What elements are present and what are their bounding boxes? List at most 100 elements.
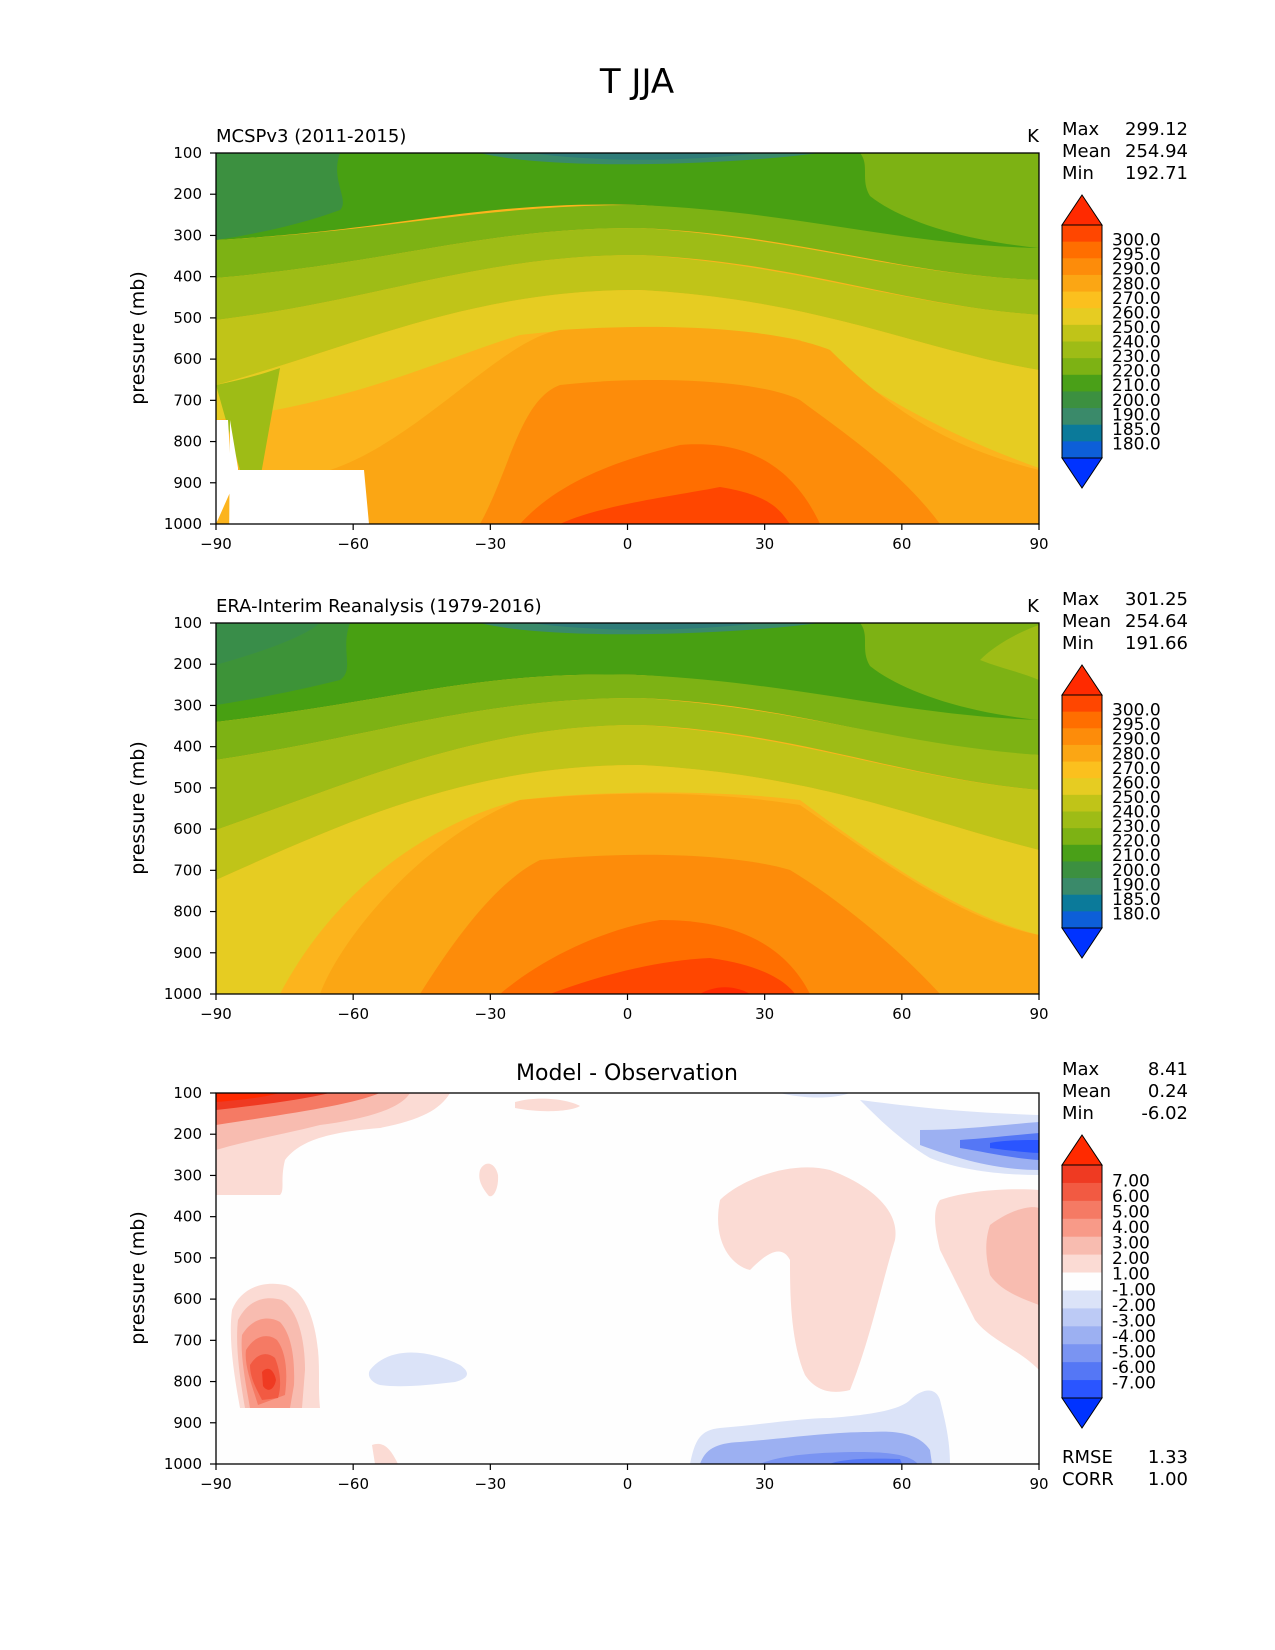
colorbar-label: 3.00	[1112, 1234, 1150, 1254]
x-tick-label: −30	[475, 1475, 507, 1493]
stat-value: 301.25	[1125, 589, 1188, 610]
colorbar-label: -5.00	[1112, 1342, 1156, 1362]
colorbar-label: 300.0	[1112, 231, 1161, 251]
colorbar-segment	[1062, 308, 1102, 326]
colorbar-segment	[1062, 744, 1102, 763]
stat-label: Max	[1062, 1059, 1100, 1080]
y-tick-label: 900	[173, 944, 202, 962]
stat-value: 254.64	[1125, 611, 1188, 632]
colorbar-segment	[1062, 241, 1102, 259]
colorbar-segment	[1062, 828, 1102, 846]
colorbar-segment	[1062, 894, 1102, 912]
stat-value: 1.00	[1148, 1469, 1188, 1490]
colorbar-label: -1.00	[1112, 1280, 1156, 1300]
panel-model-colorbar: 300.0295.0290.0280.0270.0260.0250.0240.0…	[1061, 194, 1161, 489]
stat-value: 299.12	[1125, 119, 1188, 140]
y-tick-label: 600	[173, 820, 202, 838]
panel-model: MCSPv3 (2011-2015) K	[127, 119, 1188, 553]
panel-diff-title: Model - Observation	[516, 1061, 738, 1086]
colorbar-label: 220.0	[1112, 832, 1161, 852]
colorbar-segment	[1062, 374, 1102, 392]
x-tick-label: 0	[623, 1475, 633, 1493]
colorbar-extend-bottom	[1061, 457, 1103, 489]
colorbar-label: 260.0	[1112, 773, 1161, 793]
colorbar-segment	[1062, 1308, 1102, 1327]
stat-label: Max	[1062, 119, 1100, 140]
y-tick-label: 100	[173, 614, 202, 632]
colorbar-segment	[1062, 1218, 1102, 1238]
colorbar-label: -2.00	[1112, 1296, 1156, 1316]
stat-label: Mean	[1062, 141, 1111, 162]
panel-model-units: K	[1027, 126, 1040, 147]
y-tick-label: 1000	[164, 1455, 202, 1473]
x-tick-label: −30	[475, 1005, 507, 1023]
x-tick-label: −30	[475, 535, 507, 553]
colorbar-label: -3.00	[1112, 1311, 1156, 1331]
colorbar-label: 290.0	[1112, 260, 1161, 280]
colorbar-label: 185.0	[1112, 890, 1161, 910]
x-tick-label: −60	[337, 1475, 369, 1493]
colorbar-label: 7.00	[1112, 1172, 1150, 1192]
panel-model-ticks: −90 −60 −30 0 30 60 90 100 200 300 400 500 600 700 800…	[164, 144, 1049, 553]
colorbar-label: 260.0	[1112, 303, 1161, 323]
colorbar-label: 1.00	[1112, 1265, 1150, 1285]
colorbar-label: 270.0	[1112, 289, 1161, 309]
panel-model-contours	[216, 153, 1039, 524]
colorbar-segment	[1062, 778, 1102, 796]
colorbar-segment	[1062, 225, 1102, 243]
panel-diff: Model - Observation	[127, 1059, 1188, 1493]
x-tick-label: 30	[755, 1005, 774, 1023]
colorbar-label: 250.0	[1112, 318, 1161, 338]
y-tick-label: 500	[173, 779, 202, 797]
x-tick-label: −60	[337, 1005, 369, 1023]
panel-model-title: MCSPv3 (2011-2015)	[216, 126, 406, 147]
y-tick-label: 800	[173, 1373, 202, 1391]
x-tick-label: −90	[200, 1475, 232, 1493]
colorbar-label: 200.0	[1112, 861, 1161, 881]
colorbar-extend-bottom	[1061, 1397, 1103, 1429]
colorbar-label: 295.0	[1112, 245, 1161, 265]
panel-obs-ylabel: pressure (mb)	[127, 741, 149, 875]
y-tick-label: 700	[173, 861, 202, 879]
colorbar-label: 210.0	[1112, 846, 1161, 866]
colorbar-extend-top	[1061, 1134, 1103, 1166]
colorbar-label: -4.00	[1112, 1327, 1156, 1347]
stat-label: Mean	[1062, 611, 1111, 632]
colorbar-segment	[1062, 794, 1102, 812]
y-tick-label: 800	[173, 903, 202, 921]
y-tick-label: 1000	[164, 515, 202, 533]
colorbar-frame	[1061, 224, 1103, 459]
colorbar-label: 210.0	[1112, 376, 1161, 396]
colorbar-segment	[1062, 408, 1102, 426]
colorbar-segment	[1062, 711, 1102, 729]
figure-title: T JJA	[599, 62, 674, 102]
y-tick-label: 700	[173, 391, 202, 409]
colorbar-segment	[1062, 761, 1102, 779]
x-tick-label: 90	[1029, 1005, 1048, 1023]
colorbar-label: 270.0	[1112, 759, 1161, 779]
colorbar-segment	[1062, 1165, 1102, 1184]
colorbar-label: 2.00	[1112, 1249, 1150, 1269]
colorbar-segment	[1062, 1326, 1102, 1345]
colorbar-segment	[1062, 1290, 1102, 1309]
stat-label: RMSE	[1062, 1447, 1113, 1468]
colorbar-label: 295.0	[1112, 715, 1161, 735]
stat-label: Min	[1062, 163, 1094, 184]
stat-label: Min	[1062, 633, 1094, 654]
y-tick-label: 600	[173, 1290, 202, 1308]
y-tick-label: 900	[173, 474, 202, 492]
colorbar-segment	[1062, 341, 1102, 359]
x-tick-label: 30	[755, 1475, 774, 1493]
y-tick-label: 1000	[164, 985, 202, 1003]
colorbar-segment	[1062, 1272, 1102, 1291]
y-tick-label: 900	[173, 1414, 202, 1432]
panel-obs-colorbar: 300.0295.0290.0280.0270.0260.0250.0240.0…	[1061, 664, 1161, 959]
panel-diff-stats: Max 8.41 Mean 0.24 Min -6.02 RMSE 1.33 C…	[1062, 1059, 1188, 1490]
stat-value: 0.24	[1148, 1081, 1188, 1102]
colorbar-segment	[1062, 861, 1102, 879]
colorbar-segment	[1062, 844, 1102, 862]
panel-diff-contours	[216, 1093, 1039, 1464]
colorbar-label: 4.00	[1112, 1218, 1150, 1238]
panel-obs-units: K	[1027, 596, 1040, 617]
colorbar-segment	[1062, 1362, 1102, 1381]
